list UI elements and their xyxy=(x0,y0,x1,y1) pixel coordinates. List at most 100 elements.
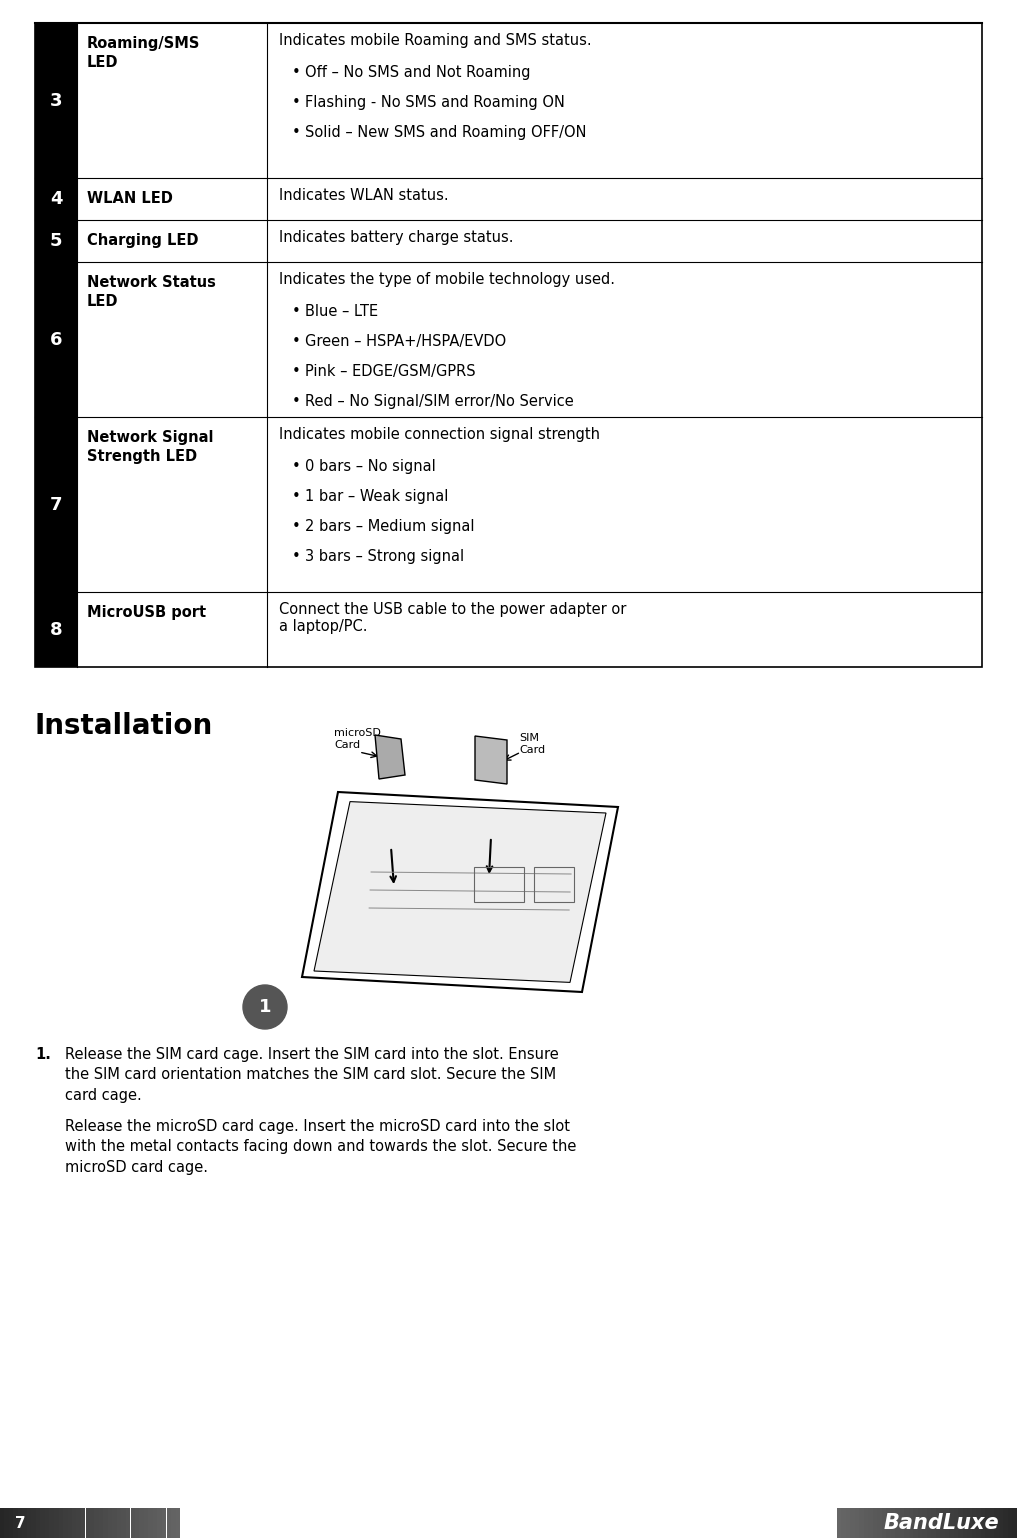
Bar xyxy=(1008,1507,1013,1538)
Text: 7: 7 xyxy=(50,495,62,514)
Text: •: • xyxy=(292,125,301,140)
Bar xyxy=(67,1507,72,1538)
Text: 1 bar – Weak signal: 1 bar – Weak signal xyxy=(305,489,448,504)
Bar xyxy=(936,1507,941,1538)
Text: •: • xyxy=(292,394,301,409)
Bar xyxy=(176,1507,180,1538)
Text: Blue – LTE: Blue – LTE xyxy=(305,305,378,318)
Bar xyxy=(59,1507,63,1538)
Bar xyxy=(45,1507,50,1538)
Text: Red – No Signal/SIM error/No Service: Red – No Signal/SIM error/No Service xyxy=(305,394,574,409)
Text: 8: 8 xyxy=(50,620,62,638)
Text: •: • xyxy=(292,518,301,534)
Bar xyxy=(9,1507,13,1538)
Text: Indicates WLAN status.: Indicates WLAN status. xyxy=(279,188,448,203)
Text: 1.: 1. xyxy=(35,1047,51,1063)
Text: 3: 3 xyxy=(50,91,62,109)
Text: Indicates the type of mobile technology used.: Indicates the type of mobile technology … xyxy=(279,272,615,288)
Bar xyxy=(909,1507,913,1538)
Bar xyxy=(113,1507,117,1538)
Bar xyxy=(126,1507,130,1538)
Bar xyxy=(85,1507,89,1538)
Bar xyxy=(958,1507,963,1538)
Text: Release the microSD card cage. Insert the microSD card into the slot
with the me: Release the microSD card cage. Insert th… xyxy=(65,1120,577,1175)
Text: •: • xyxy=(292,489,301,504)
Text: Indicates mobile connection signal strength: Indicates mobile connection signal stren… xyxy=(279,428,600,441)
Bar xyxy=(95,1507,99,1538)
Bar xyxy=(995,1507,999,1538)
Bar xyxy=(954,1507,958,1538)
Bar xyxy=(162,1507,167,1538)
Bar xyxy=(859,1507,864,1538)
Text: •: • xyxy=(292,549,301,564)
Text: 1: 1 xyxy=(258,998,272,1017)
Polygon shape xyxy=(475,737,507,784)
Bar xyxy=(864,1507,869,1538)
Text: •: • xyxy=(292,365,301,378)
Bar xyxy=(985,1507,990,1538)
Bar xyxy=(117,1507,121,1538)
Text: Installation: Installation xyxy=(35,712,214,740)
Text: Indicates battery charge status.: Indicates battery charge status. xyxy=(279,231,514,245)
Text: BandLuxe: BandLuxe xyxy=(884,1513,999,1533)
Text: Network Signal
Strength LED: Network Signal Strength LED xyxy=(87,431,214,463)
Circle shape xyxy=(243,984,287,1029)
Bar xyxy=(13,1507,18,1538)
Bar xyxy=(35,592,77,667)
Bar xyxy=(1013,1507,1017,1538)
Bar xyxy=(35,23,77,178)
Bar xyxy=(4,1507,9,1538)
Bar xyxy=(139,1507,144,1538)
Bar xyxy=(941,1507,945,1538)
Text: Off – No SMS and Not Roaming: Off – No SMS and Not Roaming xyxy=(305,65,531,80)
Bar xyxy=(104,1507,108,1538)
Bar xyxy=(63,1507,67,1538)
Bar xyxy=(990,1507,995,1538)
Bar xyxy=(918,1507,922,1538)
Text: Flashing - No SMS and Roaming ON: Flashing - No SMS and Roaming ON xyxy=(305,95,564,111)
Text: Solid – New SMS and Roaming OFF/ON: Solid – New SMS and Roaming OFF/ON xyxy=(305,125,587,140)
Bar xyxy=(144,1507,148,1538)
Text: •: • xyxy=(292,305,301,318)
Text: microSD
Card: microSD Card xyxy=(334,727,381,751)
Text: WLAN LED: WLAN LED xyxy=(87,191,173,206)
Bar xyxy=(474,867,524,901)
Text: •: • xyxy=(292,65,301,80)
Text: Connect the USB cable to the power adapter or
a laptop/PC.: Connect the USB cable to the power adapt… xyxy=(279,601,626,634)
Text: 3 bars – Strong signal: 3 bars – Strong signal xyxy=(305,549,464,564)
Bar xyxy=(932,1507,936,1538)
Bar xyxy=(873,1507,878,1538)
Bar xyxy=(89,1507,95,1538)
Bar xyxy=(896,1507,900,1538)
Bar xyxy=(963,1507,967,1538)
Bar xyxy=(945,1507,950,1538)
Polygon shape xyxy=(314,801,606,983)
Bar xyxy=(72,1507,76,1538)
Bar xyxy=(153,1507,158,1538)
Bar xyxy=(928,1507,932,1538)
Bar xyxy=(108,1507,113,1538)
Bar xyxy=(121,1507,126,1538)
Bar xyxy=(35,23,982,667)
Bar xyxy=(32,1507,36,1538)
Text: 2 bars – Medium signal: 2 bars – Medium signal xyxy=(305,518,475,534)
Text: Charging LED: Charging LED xyxy=(87,232,198,248)
Polygon shape xyxy=(302,792,618,992)
Bar xyxy=(850,1507,855,1538)
Text: •: • xyxy=(292,95,301,111)
Text: Network Status
LED: Network Status LED xyxy=(87,275,216,309)
Bar xyxy=(54,1507,59,1538)
Bar xyxy=(171,1507,176,1538)
Bar xyxy=(27,1507,32,1538)
Bar xyxy=(76,1507,81,1538)
Bar xyxy=(891,1507,896,1538)
Bar xyxy=(900,1507,904,1538)
Bar xyxy=(999,1507,1004,1538)
Bar xyxy=(841,1507,846,1538)
Bar xyxy=(18,1507,22,1538)
Bar xyxy=(81,1507,85,1538)
Bar xyxy=(913,1507,918,1538)
Text: 5: 5 xyxy=(50,232,62,251)
Text: Pink – EDGE/GSM/GPRS: Pink – EDGE/GSM/GPRS xyxy=(305,365,476,378)
Text: Green – HSPA+/HSPA/EVDO: Green – HSPA+/HSPA/EVDO xyxy=(305,334,506,349)
